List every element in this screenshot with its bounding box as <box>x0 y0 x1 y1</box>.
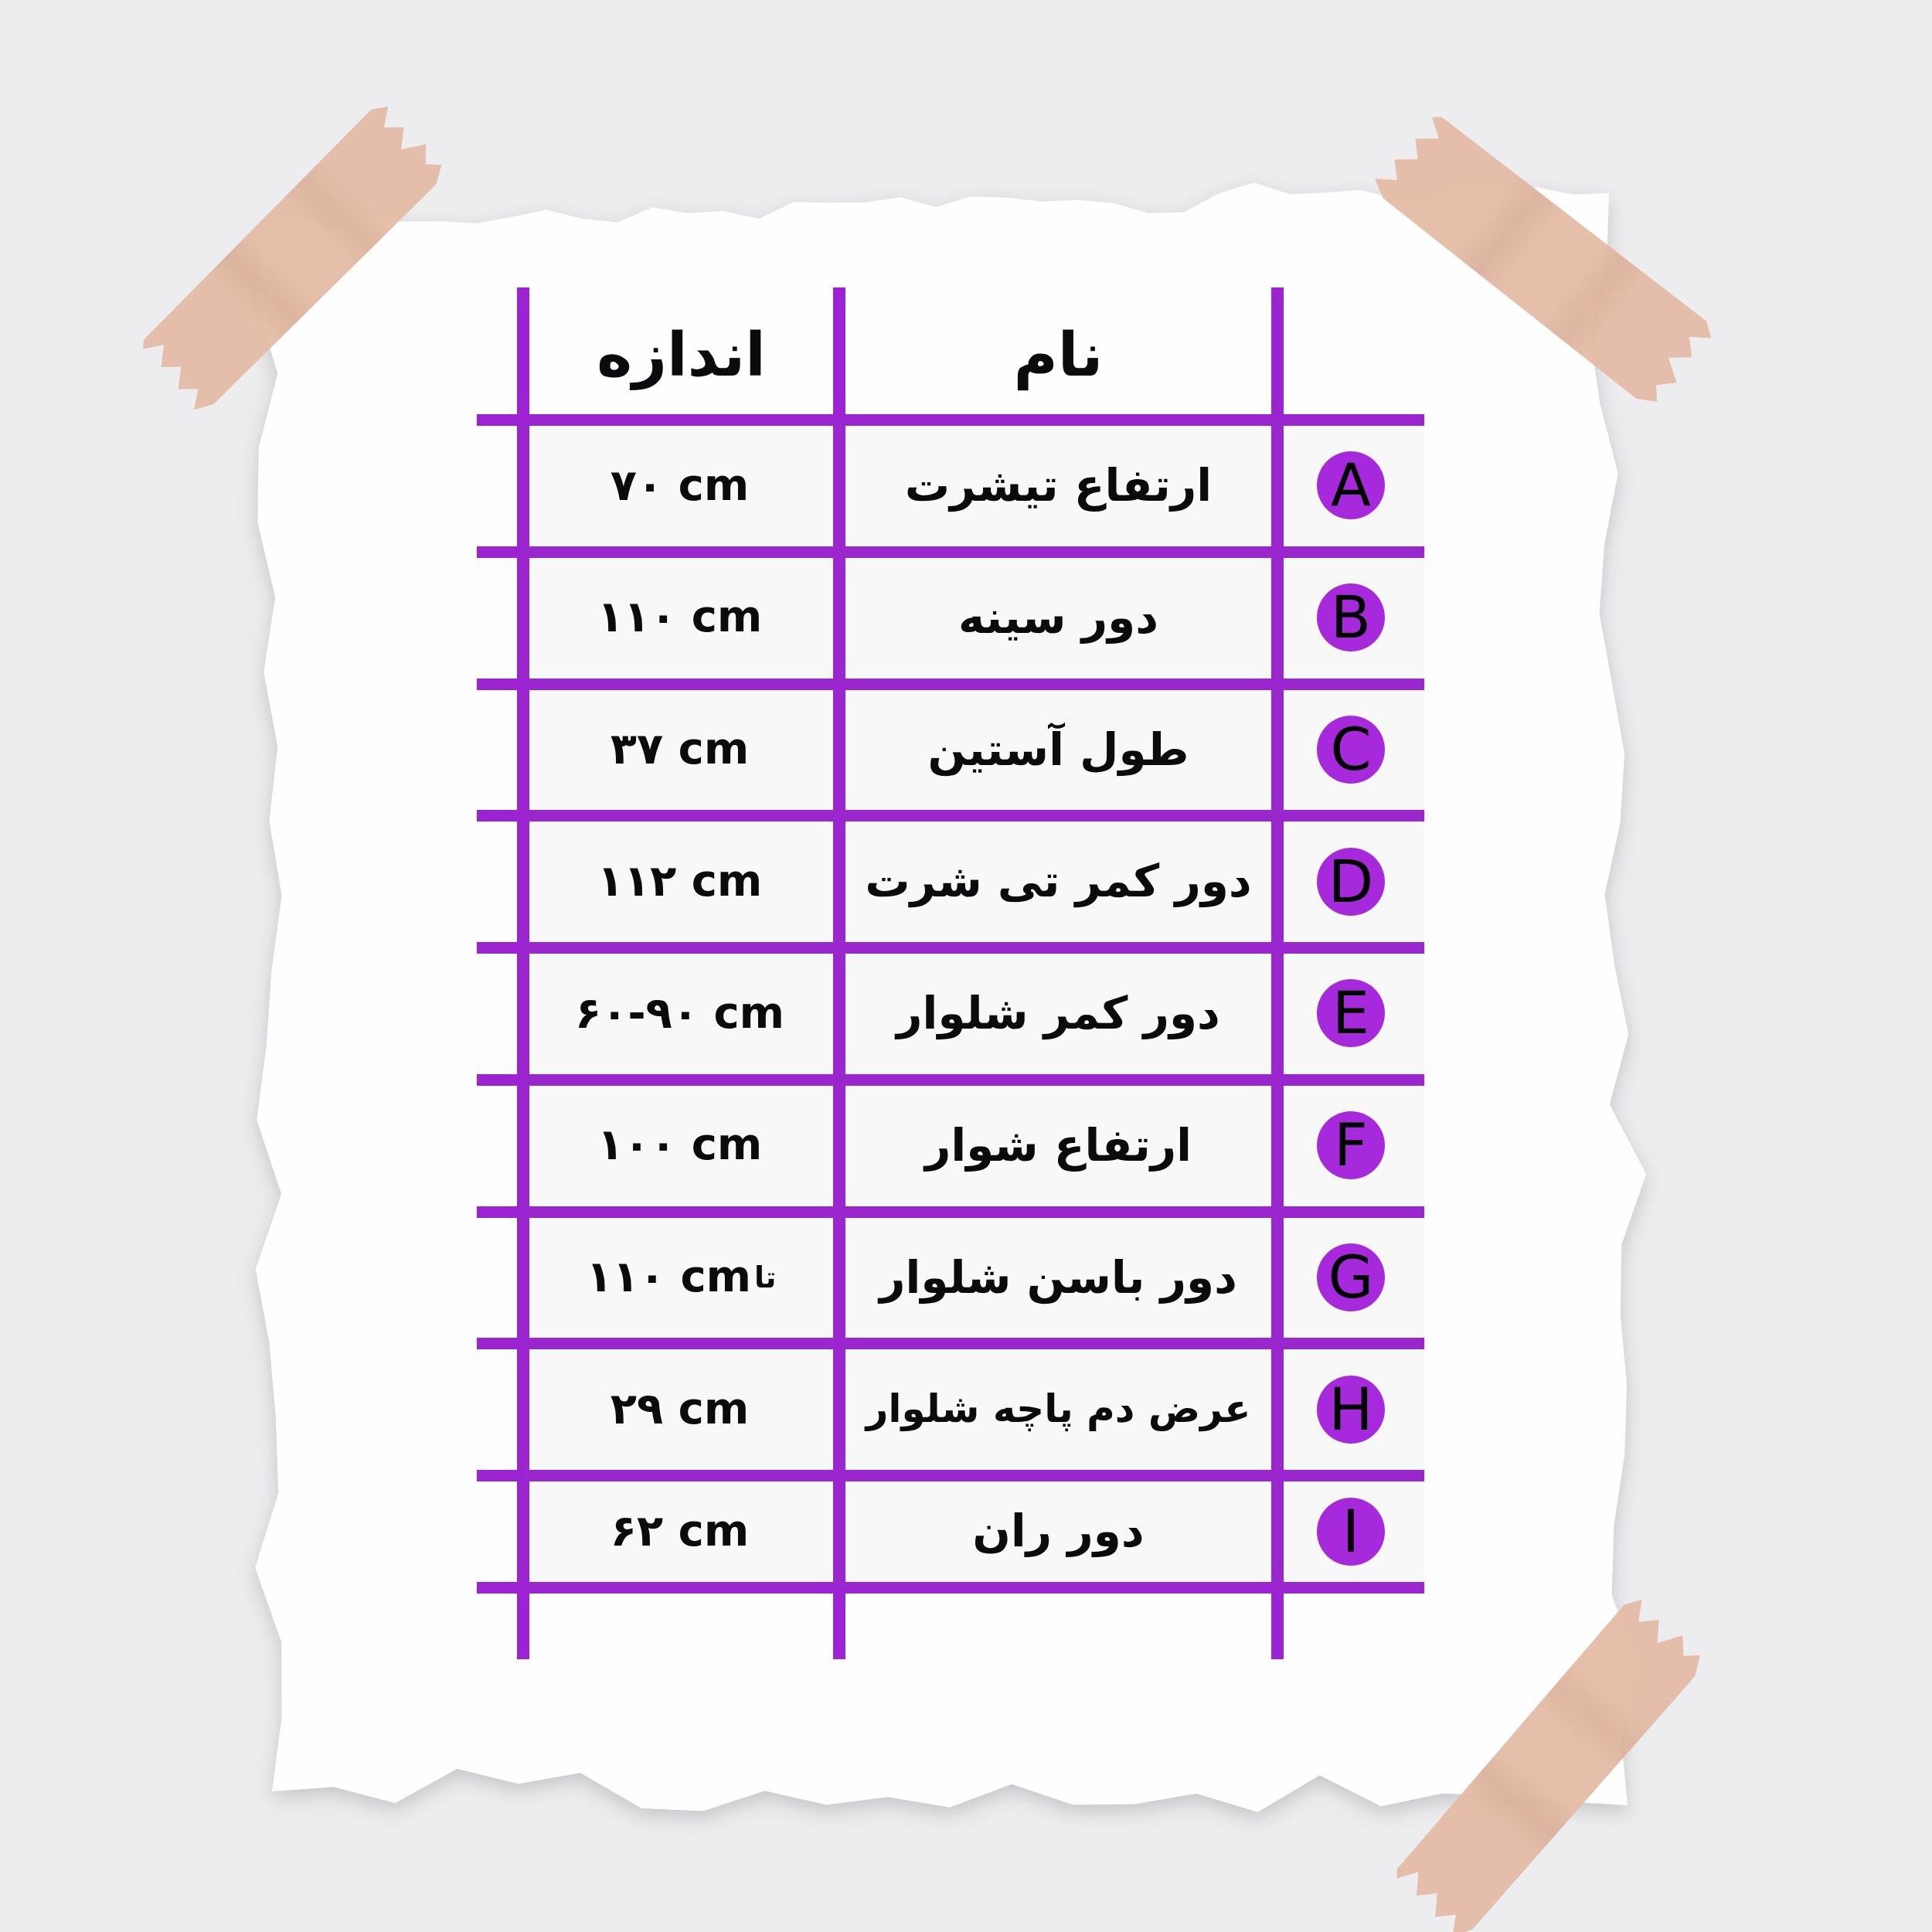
size-value: ۳۷ cm <box>610 724 750 775</box>
name-cell: دور کمر تی شرت <box>839 815 1277 947</box>
letter-badge: C <box>1317 715 1385 784</box>
measure-name: ارتفاع شوار <box>924 1118 1192 1172</box>
table-hline <box>477 942 1424 954</box>
size-cell: ۱۰۰ cm <box>523 1079 839 1212</box>
table-row: ۱۱۰ cm تا دور باسن شلوار G <box>477 1211 1424 1344</box>
letter-badge: D <box>1317 847 1385 916</box>
header-size-cell: اندازه <box>523 292 839 420</box>
name-cell: دور سینه <box>839 551 1277 684</box>
letter-cell: G <box>1277 1211 1424 1344</box>
size-value: ۱۰۰ cm <box>597 1120 763 1171</box>
measure-name: دور ران <box>972 1505 1145 1558</box>
letter-cell: F <box>1277 1079 1424 1212</box>
measure-name: ارتفاع تیشرت <box>904 459 1213 512</box>
table-hline <box>477 1338 1424 1349</box>
name-cell: دور باسن شلوار <box>839 1211 1277 1344</box>
table-row: ۱۰۰ cm ارتفاع شوار F <box>477 1079 1424 1212</box>
size-cell: ۳۷ cm <box>523 683 839 816</box>
size-cell: ۱۱۰ cm <box>523 551 839 684</box>
measure-name: دور کمر شلوار <box>896 987 1220 1040</box>
letter-badge: F <box>1317 1111 1385 1180</box>
table-hline <box>477 414 1424 426</box>
size-value: ۱۱۰ cm <box>586 1252 752 1303</box>
letter-badge: H <box>1317 1375 1385 1444</box>
table-row: ۲۹ cm عرض دم پاچه شلوار H <box>477 1343 1424 1475</box>
name-cell: طول آستین <box>839 683 1277 816</box>
table-row: ۱۱۰ cm دور سینه B <box>477 551 1424 684</box>
measure-name: دور باسن شلوار <box>879 1250 1237 1304</box>
measure-name: دور سینه <box>958 590 1158 644</box>
letter-badge: I <box>1317 1497 1385 1566</box>
letter-badge: G <box>1317 1243 1385 1311</box>
size-cell: ۱۱۲ cm <box>523 815 839 947</box>
name-cell: دور ران <box>839 1475 1277 1587</box>
size-value: ۱۱۲ cm <box>597 855 763 906</box>
header-name-cell: نام <box>839 292 1277 420</box>
letter-badge: B <box>1317 583 1385 652</box>
table-vline-middle <box>833 287 845 1659</box>
name-cell: ارتفاع شوار <box>839 1079 1277 1212</box>
table-vline-right <box>1271 287 1284 1659</box>
letter-cell: D <box>1277 815 1424 947</box>
size-value: ۶۰-۹۰ cm <box>574 988 784 1039</box>
letter-cell: C <box>1277 683 1424 816</box>
table-row: ۶۲ cm دور ران I <box>477 1475 1424 1587</box>
name-cell: عرض دم پاچه شلوار <box>839 1343 1277 1475</box>
size-cell: ۱۱۰ cm تا <box>523 1211 839 1344</box>
table-hline <box>477 810 1424 821</box>
letter-cell: E <box>1277 947 1424 1080</box>
table-row: ۳۷ cm طول آستین C <box>477 683 1424 816</box>
size-value: ۱۱۰ cm <box>597 592 763 643</box>
table-hline <box>477 1470 1424 1481</box>
size-cell: ۷۰ cm <box>523 420 839 552</box>
size-cell: ۶۰-۹۰ cm <box>523 947 839 1080</box>
letter-cell: B <box>1277 551 1424 684</box>
letter-badge: A <box>1317 451 1385 520</box>
table-hline <box>477 1206 1424 1218</box>
name-cell: دور کمر شلوار <box>839 947 1277 1080</box>
table-hline <box>477 1582 1424 1594</box>
measure-name: عرض دم پاچه شلوار <box>866 1386 1251 1431</box>
size-value: ۲۹ cm <box>610 1383 750 1434</box>
table-row: ۱۱۲ cm دور کمر تی شرت D <box>477 815 1424 947</box>
name-cell: ارتفاع تیشرت <box>839 420 1277 552</box>
letter-cell: H <box>1277 1343 1424 1475</box>
table-hline <box>477 546 1424 558</box>
size-value: ۶۲ cm <box>610 1505 750 1556</box>
table-row: ۶۰-۹۰ cm دور کمر شلوار E <box>477 947 1424 1080</box>
measure-name: طول آستین <box>927 723 1189 776</box>
size-value-note: تا <box>754 1260 777 1294</box>
letter-cell: A <box>1277 420 1424 552</box>
table-hline <box>477 1074 1424 1086</box>
letter-cell: I <box>1277 1475 1424 1587</box>
size-cell: ۲۹ cm <box>523 1343 839 1475</box>
header-name-label: نام <box>1013 320 1104 390</box>
measure-name: دور کمر تی شرت <box>865 855 1252 908</box>
paper-shape <box>254 182 1647 1812</box>
header-size-label: اندازه <box>597 320 766 390</box>
table-hline <box>477 679 1424 690</box>
table-vline-left <box>517 287 529 1659</box>
size-value: ۷۰ cm <box>610 460 750 511</box>
letter-badge: E <box>1317 979 1385 1048</box>
table-header-row: اندازه نام <box>477 292 1424 420</box>
size-cell: ۶۲ cm <box>523 1475 839 1587</box>
table-row: ۷۰ cm ارتفاع تیشرت A <box>477 420 1424 552</box>
